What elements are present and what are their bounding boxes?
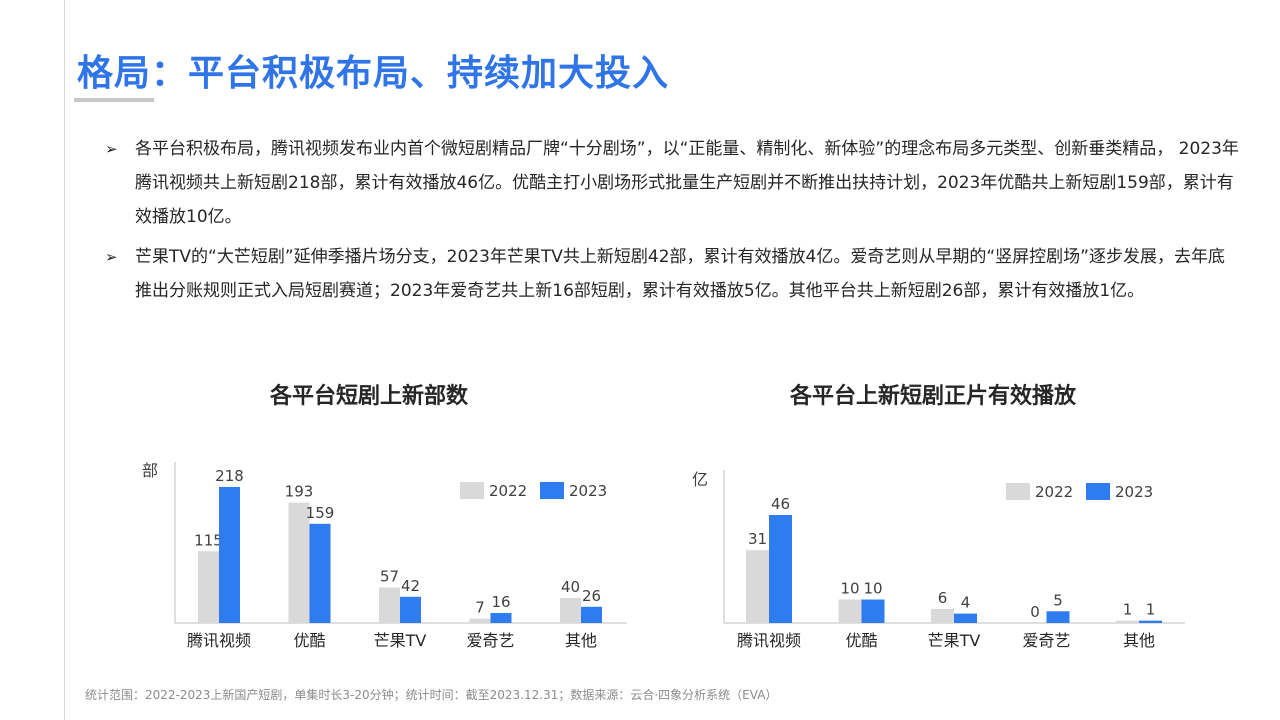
releases-category-label-0: 腾讯视频 [187,631,251,650]
arrow-bullet-icon: ➢ [105,248,118,266]
plays-value-label-2022-4: 1 [1123,601,1133,619]
releases-bar-2022-4 [560,598,581,623]
plays-bar-2023-0 [769,515,792,623]
plays-value-label-2023-2: 4 [961,594,971,612]
arrow-bullet-icon: ➢ [105,140,118,158]
plays-bar-2023-2 [954,613,977,623]
plays-value-label-2022-1: 10 [840,580,859,598]
releases-value-label-2023-4: 26 [582,587,601,605]
releases-value-label-2022-0: 115 [194,531,223,549]
plays-category-label-3: 爱奇艺 [1022,631,1070,650]
bullet-item: ➢ 各平台积极布局，腾讯视频发布业内首个微短剧精品厂牌“十分剧场”，以“正能量、… [105,132,1240,234]
releases-bar-2023-3 [490,613,512,623]
plays-bar-2023-1 [861,599,885,623]
bullet-item: ➢ 芒果TV的“大芒短剧”延伸季播片场分支，2023年芒果TV共上新短剧42部，… [105,240,1240,308]
releases-category-label-2: 芒果TV [374,631,427,650]
plays-bar-2023-4 [1139,620,1162,623]
releases-value-label-2022-2: 57 [380,567,399,585]
plays-value-label-2023-1: 10 [863,580,882,598]
releases-bar-2023-1 [309,523,331,623]
left-rule [64,0,65,720]
plays-category-label-2: 芒果TV [928,631,981,650]
plays-value-label-2022-3: 0 [1030,603,1040,621]
releases-value-label-2022-1: 193 [285,483,314,501]
plays-bar-2022-2 [931,608,954,623]
plays-legend-label-2023: 2023 [1115,483,1153,501]
releases-bar-2022-3 [469,618,491,623]
plays-value-label-2023-0: 46 [771,495,790,513]
releases-legend-label-2023: 2023 [569,482,607,500]
plays-bar-2022-0 [746,550,769,623]
chart-title-releases: 各平台短剧上新部数 [270,384,469,409]
bullet-list: ➢ 各平台积极布局，腾讯视频发布业内首个微短剧精品厂牌“十分剧场”，以“正能量、… [105,132,1240,314]
releases-bar-2023-0 [219,487,240,623]
releases-category-label-3: 爱奇艺 [466,631,514,650]
plays-category-label-1: 优酷 [845,631,877,650]
plays-legend-swatch-2022 [1006,483,1030,500]
plays-category-label-4: 其他 [1123,631,1155,650]
releases-legend-swatch-2023 [540,482,564,499]
releases-category-label-1: 优酷 [293,631,325,650]
plays-bar-2022-1 [838,599,862,623]
plays-legend-swatch-2023 [1086,483,1110,500]
releases-legend-swatch-2022 [460,482,484,499]
plays-value-label-2023-4: 1 [1146,601,1156,619]
releases-bar-2023-4 [581,606,602,623]
releases-category-label-4: 其他 [565,631,597,650]
releases-value-label-2022-4: 40 [561,578,580,596]
plays-y-unit-label: 亿 [692,470,708,489]
plays-bar-2023-3 [1046,611,1070,623]
releases-value-label-2022-3: 7 [475,599,485,617]
title-underline [74,98,154,102]
releases-bar-2022-0 [198,551,219,623]
plays-category-label-0: 腾讯视频 [737,631,801,650]
releases-value-label-2023-1: 159 [306,504,335,522]
releases-bar-2023-2 [400,596,421,623]
footnote: 统计范围：2022-2023上新国产短剧，单集时长3-20分钟；统计时间：截至2… [85,688,778,702]
releases-bar-2022-2 [379,587,400,623]
releases-value-label-2023-3: 16 [491,593,510,611]
bullet-text: 芒果TV的“大芒短剧”延伸季播片场分支，2023年芒果TV共上新短剧42部，累计… [135,247,1225,301]
plays-legend-label-2022: 2022 [1035,483,1073,501]
releases-bar-2022-1 [288,502,310,623]
plays-value-label-2022-2: 6 [938,589,948,607]
plays-value-label-2022-0: 31 [748,530,767,548]
chart-title-plays: 各平台上新短剧正片有效播放 [790,384,1077,409]
plays-bar-2022-4 [1116,620,1139,623]
plays-value-label-2023-3: 5 [1053,591,1063,609]
releases-legend-label-2022: 2022 [489,482,527,500]
bullet-text: 各平台积极布局，腾讯视频发布业内首个微短剧精品厂牌“十分剧场”，以“正能量、精制… [135,139,1239,227]
releases-y-unit-label: 部 [142,461,158,480]
releases-value-label-2023-0: 218 [215,467,244,485]
slide-title: 格局：平台积极布局、持续加大投入 [77,53,670,94]
releases-value-label-2023-2: 42 [401,577,420,595]
